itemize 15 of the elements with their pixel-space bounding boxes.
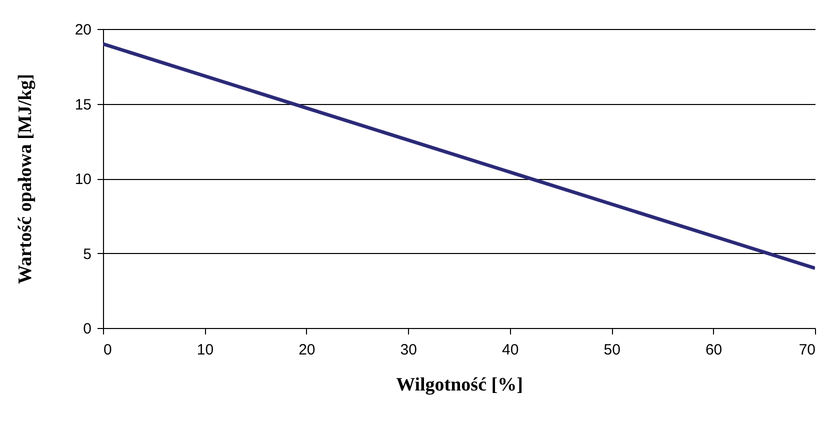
y-tick-label: 20 <box>74 22 92 38</box>
x-tick-label: 50 <box>604 342 620 358</box>
x-tick-label: 10 <box>196 342 214 358</box>
y-tick-label: 0 <box>83 320 92 338</box>
x-tick-label: 0 <box>104 342 112 358</box>
y-tick-label: 10 <box>74 171 92 188</box>
x-axis-title: Wilgotność [%] <box>396 374 523 396</box>
x-tick-label: 20 <box>298 342 316 358</box>
y-tick-label: 5 <box>83 246 92 263</box>
x-tick-label: 30 <box>400 342 417 358</box>
y-tick-label: 15 <box>74 96 92 114</box>
x-tick-label: 40 <box>502 342 519 358</box>
x-tick-label: 60 <box>705 342 722 358</box>
x-tick-label: 70 <box>798 342 816 358</box>
y-axis-title: Wartość opałowa [MJ/kg] <box>14 74 36 284</box>
